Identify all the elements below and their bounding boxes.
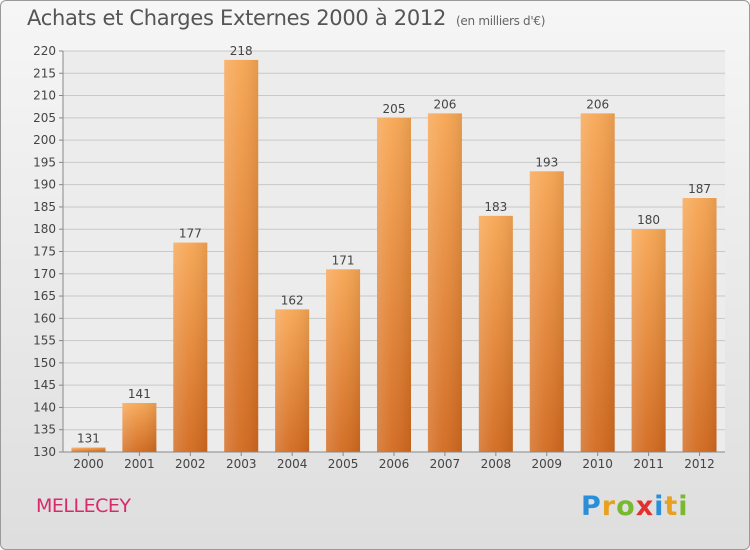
bar-value-label: 131: [77, 432, 100, 446]
y-tick-label: 205: [33, 111, 56, 125]
y-tick-label: 180: [33, 222, 56, 236]
bar-value-label: 177: [179, 227, 202, 241]
y-tick-label: 130: [33, 445, 56, 459]
x-tick-label: 2008: [481, 457, 512, 471]
y-tick-label: 140: [33, 400, 56, 414]
logo-letter: o: [616, 491, 636, 522]
chart-subtitle: (en milliers d'€): [456, 14, 546, 28]
bar-shine: [122, 402, 157, 452]
bar-shine: [631, 229, 666, 452]
logo-letter: P: [581, 491, 602, 522]
y-tick-label: 165: [33, 289, 56, 303]
proxiti-logo: Proxiti: [581, 491, 689, 522]
y-tick-label: 190: [33, 178, 56, 192]
bar-shine: [529, 171, 564, 453]
y-tick-label: 200: [33, 133, 56, 147]
location-label: MELLECEY: [36, 495, 131, 517]
bar-value-label: 183: [484, 200, 507, 214]
y-tick-label: 170: [33, 267, 56, 281]
y-tick-label: 155: [33, 334, 56, 348]
y-tick-label: 145: [33, 378, 56, 392]
x-tick-label: 2002: [175, 457, 206, 471]
x-tick-label: 2010: [582, 457, 613, 471]
logo-letter: x: [635, 491, 655, 522]
logo-letter: i: [678, 491, 689, 522]
bar-shine: [224, 59, 259, 453]
bar-shine: [580, 113, 615, 452]
x-tick-label: 2011: [633, 457, 664, 471]
bar-value-label: 187: [688, 182, 711, 196]
x-tick-label: 2005: [328, 457, 359, 471]
bar-shine: [377, 117, 411, 452]
bar-shine: [71, 447, 106, 452]
bar-shine: [478, 215, 513, 452]
bar-value-label: 218: [230, 44, 253, 58]
y-tick-label: 220: [33, 44, 56, 58]
chart-title: Achats et Charges Externes 2000 à 2012 (e…: [27, 6, 545, 30]
bar-value-label: 180: [637, 213, 660, 227]
y-tick-label: 210: [33, 89, 56, 103]
y-tick-label: 185: [33, 200, 56, 214]
bar-value-label: 206: [433, 97, 456, 111]
x-tick-label: 2009: [531, 457, 562, 471]
y-tick-label: 215: [33, 66, 56, 80]
y-tick-label: 175: [33, 245, 56, 259]
x-tick-label: 2000: [73, 457, 104, 471]
axis-layer: 130 135 140 145 150 155 160 165 170 175 180 185 190 1…: [33, 44, 725, 471]
bar-shine: [326, 269, 361, 452]
y-tick-label: 160: [33, 311, 56, 325]
x-tick-label: 2004: [277, 457, 308, 471]
bar-shine: [682, 198, 717, 452]
bar-shine: [275, 309, 310, 452]
bar-value-label: 206: [586, 97, 609, 111]
x-tick-label: 2001: [124, 457, 155, 471]
y-tick-label: 195: [33, 155, 56, 169]
bar-value-label: 162: [281, 293, 304, 307]
bar-value-label: 205: [383, 102, 406, 116]
bar-layer: 131 141 177 218 162 171 205 206 183 193 206 180 187: [71, 44, 717, 453]
x-tick-label: 2012: [684, 457, 715, 471]
chart-title-text: Achats et Charges Externes 2000 à 2012: [27, 6, 447, 30]
logo-letter: t: [664, 491, 679, 522]
bar-shine: [173, 242, 208, 452]
x-tick-label: 2006: [379, 457, 410, 471]
logo-letter: r: [601, 491, 617, 522]
x-tick-label: 2003: [226, 457, 257, 471]
x-tick-label: 2007: [430, 457, 461, 471]
bar-value-label: 171: [332, 253, 355, 267]
bar-value-label: 141: [128, 387, 151, 401]
y-tick-label: 150: [33, 356, 56, 370]
bar-value-label: 193: [535, 155, 558, 169]
y-tick-label: 135: [33, 423, 56, 437]
logo-letter: i: [654, 491, 665, 522]
bar-shine: [427, 113, 462, 452]
